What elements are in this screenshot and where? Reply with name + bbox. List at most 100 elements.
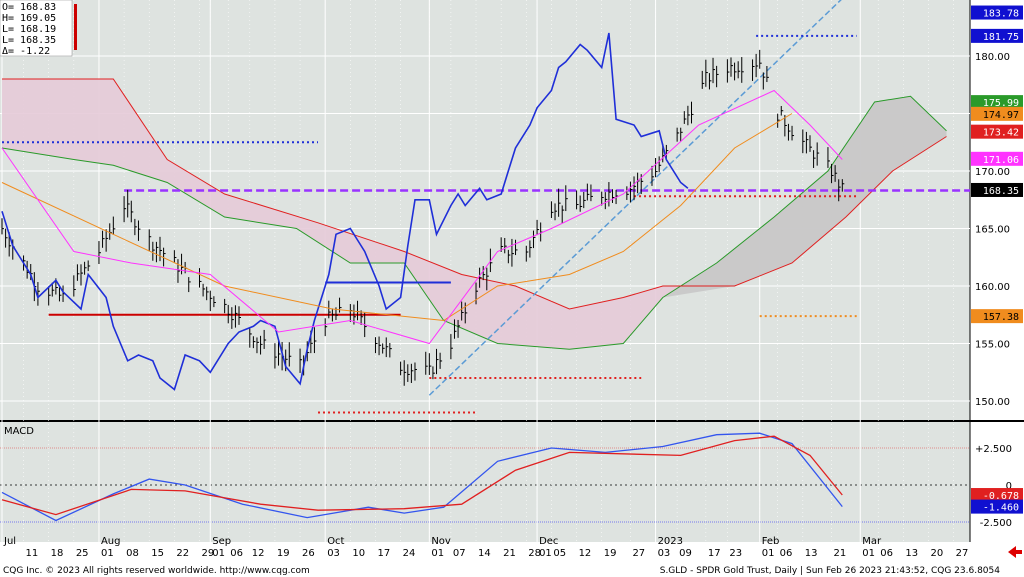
span-a-line bbox=[1, 95, 947, 350]
day-tick-label: 09 bbox=[679, 548, 692, 559]
month-tick-label: Aug bbox=[101, 536, 121, 547]
month-tick-label: 2023 bbox=[658, 536, 683, 547]
day-tick-label: 01 bbox=[862, 548, 875, 559]
price-tick-label: 150.00 bbox=[975, 397, 1010, 408]
day-tick-label: 28 bbox=[528, 548, 541, 559]
day-tick-label: 14 bbox=[478, 548, 491, 559]
macd-tag-bg bbox=[971, 488, 1023, 503]
price-tick-label: 155.00 bbox=[975, 340, 1010, 351]
price-bars bbox=[1, 49, 845, 386]
price-tag-bg bbox=[971, 182, 1023, 197]
day-tick-label: 20 bbox=[930, 548, 943, 559]
price-tag: 175.99 bbox=[983, 98, 1019, 109]
price-tag-bg bbox=[971, 309, 1023, 324]
day-tick-label: 05 bbox=[553, 548, 566, 559]
tenkan-line bbox=[1, 89, 843, 345]
day-tick-label: 27 bbox=[956, 548, 969, 559]
time-axis-background bbox=[0, 542, 970, 560]
macd-tick-label: +2.500 bbox=[975, 444, 1012, 455]
day-tick-label: 22 bbox=[176, 548, 189, 559]
day-tick-label: 29 bbox=[202, 548, 215, 559]
day-tick-label: 27 bbox=[632, 548, 645, 559]
price-axis-background bbox=[970, 0, 1024, 542]
day-tick-label: 21 bbox=[503, 548, 516, 559]
day-tick-label: 19 bbox=[604, 548, 617, 559]
trendline bbox=[428, 0, 842, 396]
month-tick-label: Mar bbox=[862, 536, 882, 547]
day-tick-label: 03 bbox=[658, 548, 671, 559]
month-tick-label: Sep bbox=[212, 536, 231, 547]
day-tick-label: 12 bbox=[252, 548, 265, 559]
change-indicator bbox=[74, 4, 77, 50]
symbol-info: S.GLD - SPDR Gold Trust, Daily | Sun Feb… bbox=[660, 566, 1001, 576]
day-tick-label: 18 bbox=[51, 548, 64, 559]
price-tag-bg bbox=[971, 151, 1023, 166]
macd-title: MACD bbox=[4, 426, 34, 437]
day-tick-label: 17 bbox=[377, 548, 390, 559]
price-tag: 168.35 bbox=[983, 186, 1019, 197]
month-tick-label: Feb bbox=[762, 536, 780, 547]
ohlc-change: Δ= -1.22 bbox=[2, 46, 50, 57]
ohlc-high: H= 169.05 bbox=[2, 13, 56, 24]
price-tick-label: 170.00 bbox=[975, 167, 1010, 178]
day-tick-label: 19 bbox=[277, 548, 290, 559]
day-tick-label: 25 bbox=[76, 548, 89, 559]
macd-tick-label: 0 bbox=[1006, 481, 1012, 492]
price-tag: 173.42 bbox=[983, 128, 1019, 139]
day-tick-label: 24 bbox=[403, 548, 416, 559]
month-tick-label: Jul bbox=[3, 536, 16, 547]
price-tag: 171.06 bbox=[983, 155, 1019, 166]
day-tick-label: 13 bbox=[905, 548, 918, 559]
day-tick-label: 21 bbox=[834, 548, 847, 559]
day-tick-label: 03 bbox=[327, 548, 340, 559]
day-tick-label: 06 bbox=[780, 548, 793, 559]
price-series bbox=[1, 32, 843, 391]
day-tick-label: 08 bbox=[126, 548, 139, 559]
month-tick-label: Oct bbox=[327, 536, 344, 547]
day-tick-label: 07 bbox=[453, 548, 466, 559]
overlay-lines bbox=[2, 0, 970, 414]
day-tick-label: 23 bbox=[729, 548, 742, 559]
span-b-line bbox=[2, 78, 947, 310]
price-tag: 157.38 bbox=[983, 312, 1019, 323]
signal-line bbox=[1, 435, 843, 516]
scroll-left-arrow-icon[interactable] bbox=[1008, 546, 1022, 558]
day-tick-label: 12 bbox=[579, 548, 592, 559]
price-tag: 181.75 bbox=[983, 32, 1019, 43]
month-tick-label: Nov bbox=[431, 536, 451, 547]
macd-tick-label: -2.500 bbox=[980, 518, 1012, 529]
price-tick-label: 180.00 bbox=[975, 52, 1010, 63]
day-tick-label: 01 bbox=[431, 548, 444, 559]
day-tick-label: 13 bbox=[805, 548, 818, 559]
ohlc-open: O= 168.83 bbox=[2, 2, 56, 13]
day-tick-label: 26 bbox=[302, 548, 315, 559]
ohlc-readout: O= 168.83 H= 169.05 L= 168.19 L= 168.35 … bbox=[0, 0, 77, 57]
macd-series bbox=[1, 432, 843, 522]
day-tick-label: 01 bbox=[212, 548, 225, 559]
price-tag: 174.97 bbox=[983, 110, 1019, 121]
kijun-line bbox=[1, 113, 793, 322]
day-tick-label: 01 bbox=[762, 548, 775, 559]
macd-pane-background bbox=[0, 422, 970, 542]
price-tag-bg bbox=[971, 95, 1023, 110]
day-tick-label: 17 bbox=[708, 548, 721, 559]
copyright-text: CQG Inc. © 2023 All rights reserved worl… bbox=[3, 566, 310, 576]
ohlc-low: L= 168.19 bbox=[2, 24, 56, 35]
macd-tag: -1.460 bbox=[983, 503, 1019, 514]
price-line bbox=[1, 32, 689, 391]
price-tick-label: 160.00 bbox=[975, 282, 1010, 293]
day-tick-label: 01 bbox=[101, 548, 114, 559]
ohlc-last: L= 168.35 bbox=[2, 35, 56, 46]
day-tick-label: 11 bbox=[26, 548, 39, 559]
day-tick-label: 10 bbox=[352, 548, 365, 559]
day-tick-label: 15 bbox=[151, 548, 164, 559]
price-tag-bg bbox=[971, 28, 1023, 43]
day-tick-label: 06 bbox=[230, 548, 243, 559]
macd-tag: -0.678 bbox=[983, 491, 1019, 502]
price-tag-bg bbox=[971, 5, 1023, 20]
day-tick-label: 01 bbox=[539, 548, 552, 559]
month-tick-label: Dec bbox=[539, 536, 558, 547]
